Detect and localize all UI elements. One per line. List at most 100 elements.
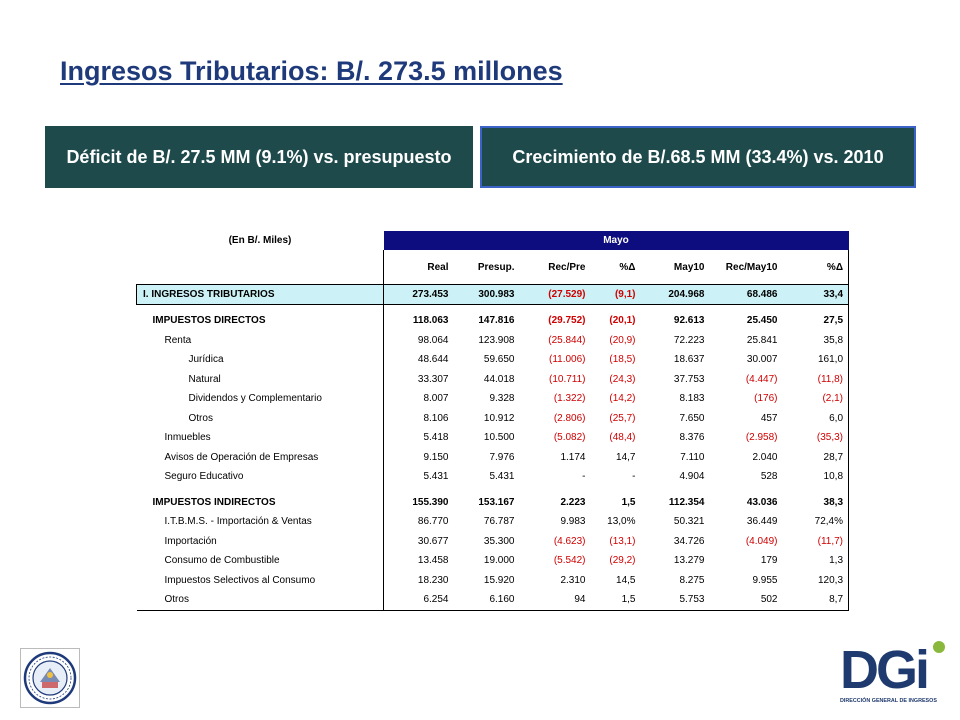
cell-value: 18.230 [383,570,454,590]
row-label: Otros [188,412,213,424]
revenue-table-container: (En B/. Miles) Mayo Real Presup. Rec/Pre… [136,231,850,611]
cell-value: 300.983 [453,284,520,305]
table-row: Inmuebles 5.418 10.500 (5.082) (48,4) 8.376 (2… [137,428,850,448]
cell-value: 1,3 [782,551,850,571]
period-header: Mayo [383,231,849,250]
cell-value: 35,8 [782,330,850,350]
cell-value: 14,7 [616,451,636,463]
cell-value: (176) [754,393,778,405]
col-header-real: Real [383,250,454,285]
row-label: Dividendos y Complementario [188,393,322,405]
cell-value: 5.753 [640,590,710,611]
cell-value: 30.677 [383,531,454,551]
cell-value: 112.354 [668,496,705,508]
cell-value: 25.841 [746,334,778,346]
row-label: Otros [136,590,384,611]
cell-value: 9.150 [383,447,454,467]
cell-value: 147.816 [478,315,515,327]
total-row: I. INGRESOS TRIBUTARIOS 273.453 300.983 (27… [136,284,850,305]
cell-value: (48,4) [609,432,636,444]
cell-value: 5.418 [383,428,454,448]
col-header-rec-pre: Rec/Pre [548,261,586,273]
cell-value: 37.753 [673,373,705,385]
cell-value: 86.770 [383,512,454,532]
cell-value: (4.049) [745,535,778,547]
cell-value: 25.450 [746,315,778,327]
cell-value: 72.223 [673,334,705,346]
cell-value: 68.486 [709,284,783,305]
table-row: Consumo de Combustible 13.458 19.000 (5.542… [137,551,850,571]
section-row: IMPUESTOS DIRECTOS 118.063 147.816 (29.752)… [137,311,850,331]
cell-value: 118.063 [383,311,454,331]
cell-value: (11.006) [548,354,586,366]
cell-value: 8.183 [679,393,705,405]
row-label: Consumo de Combustible [164,555,280,567]
col-header-presup: Presup. [477,261,515,273]
row-label: IMPUESTOS DIRECTOS [152,315,266,327]
cell-value: 98.064 [383,330,454,350]
growth-banner: Crecimiento de B/.68.5 MM (33.4%) vs. 20… [480,126,916,188]
cell-value: 27,5 [782,311,850,331]
row-label: I.T.B.M.S. - Importación & Ventas [164,516,312,528]
cell-value: 28,7 [782,447,850,467]
cell-value: 59.650 [483,354,515,366]
cell-value: (24,3) [609,373,636,385]
cell-value: 44.018 [483,373,515,385]
cell-value: (1.322) [553,393,586,405]
cell-value: (11,8) [782,369,850,389]
cell-value: 33,4 [782,284,850,305]
col-header-pct-change-may10: %Δ [782,250,850,285]
cell-value: (14,2) [609,393,636,405]
cell-value: 7.110 [680,451,705,463]
cell-value: 76.787 [483,516,515,528]
cell-value: 7.976 [489,451,515,463]
table-row: Dividendos y Complementario 8.007 9.328 (1.… [137,389,850,409]
cell-value: (4.623) [553,535,586,547]
cell-value: (29.752) [548,315,586,327]
cell-value: 33.307 [383,369,454,389]
cell-value: 8.007 [383,389,454,409]
cell-value: 161,0 [782,350,850,370]
table-row: Natural 33.307 44.018 (10.711) (24,3) 37.753 (… [137,369,850,389]
cell-value: 48.644 [383,350,454,370]
cell-value: 120,3 [782,570,850,590]
col-header-may10: May10 [673,261,705,273]
cell-value: (4.447) [745,373,778,385]
row-label: I. INGRESOS TRIBUTARIOS [136,284,384,305]
table-row: Importación 30.677 35.300 (4.623) (13,1) 34.7… [137,531,850,551]
table-row: I.T.B.M.S. - Importación & Ventas 86.770 7… [137,512,850,532]
cell-value: 30.007 [746,354,778,366]
cell-value: - [582,471,586,483]
cell-value: 10.912 [483,412,515,424]
cell-value: 1,5 [621,496,636,508]
cell-value: (11,7) [782,531,850,551]
cell-value: 13.279 [673,555,705,567]
cell-value: 92.613 [673,315,705,327]
cell-value: 9.983 [560,516,586,528]
cell-value: 36.449 [746,516,778,528]
cell-value: 35.300 [483,535,515,547]
cell-value: 18.637 [673,354,705,366]
cell-value: 38,3 [782,492,850,512]
revenue-table: (En B/. Miles) Mayo Real Presup. Rec/Pre… [136,231,850,611]
cell-value: (10.711) [548,373,586,385]
row-label: Inmuebles [164,432,211,444]
cell-value: (18,5) [609,354,636,366]
table-row: Otros 6.254 6.160 94 1,5 5.753 502 8,7 [136,590,850,611]
cell-value: 9.955 [752,574,778,586]
cell-value: 10,8 [782,467,850,487]
cell-value: (20,9) [609,334,636,346]
cell-value: 502 [709,590,783,611]
cell-value: 123.908 [478,334,515,346]
cell-value: 6.160 [453,590,520,611]
cell-value: 94 [519,590,591,611]
row-label: Jurídica [188,354,224,366]
table-row: Renta 98.064 123.908 (25.844) (20,9) 72.223 25… [137,330,850,350]
cell-value: 8.106 [383,408,454,428]
row-label: Importación [164,535,217,547]
col-header-rec-may10: Rec/May10 [725,261,778,273]
cell-value: 2.310 [560,574,586,586]
cell-value: (2.958) [745,432,778,444]
row-label: Seguro Educativo [164,471,244,483]
section-row: IMPUESTOS INDIRECTOS 155.390 153.167 2.223 1… [137,492,850,512]
